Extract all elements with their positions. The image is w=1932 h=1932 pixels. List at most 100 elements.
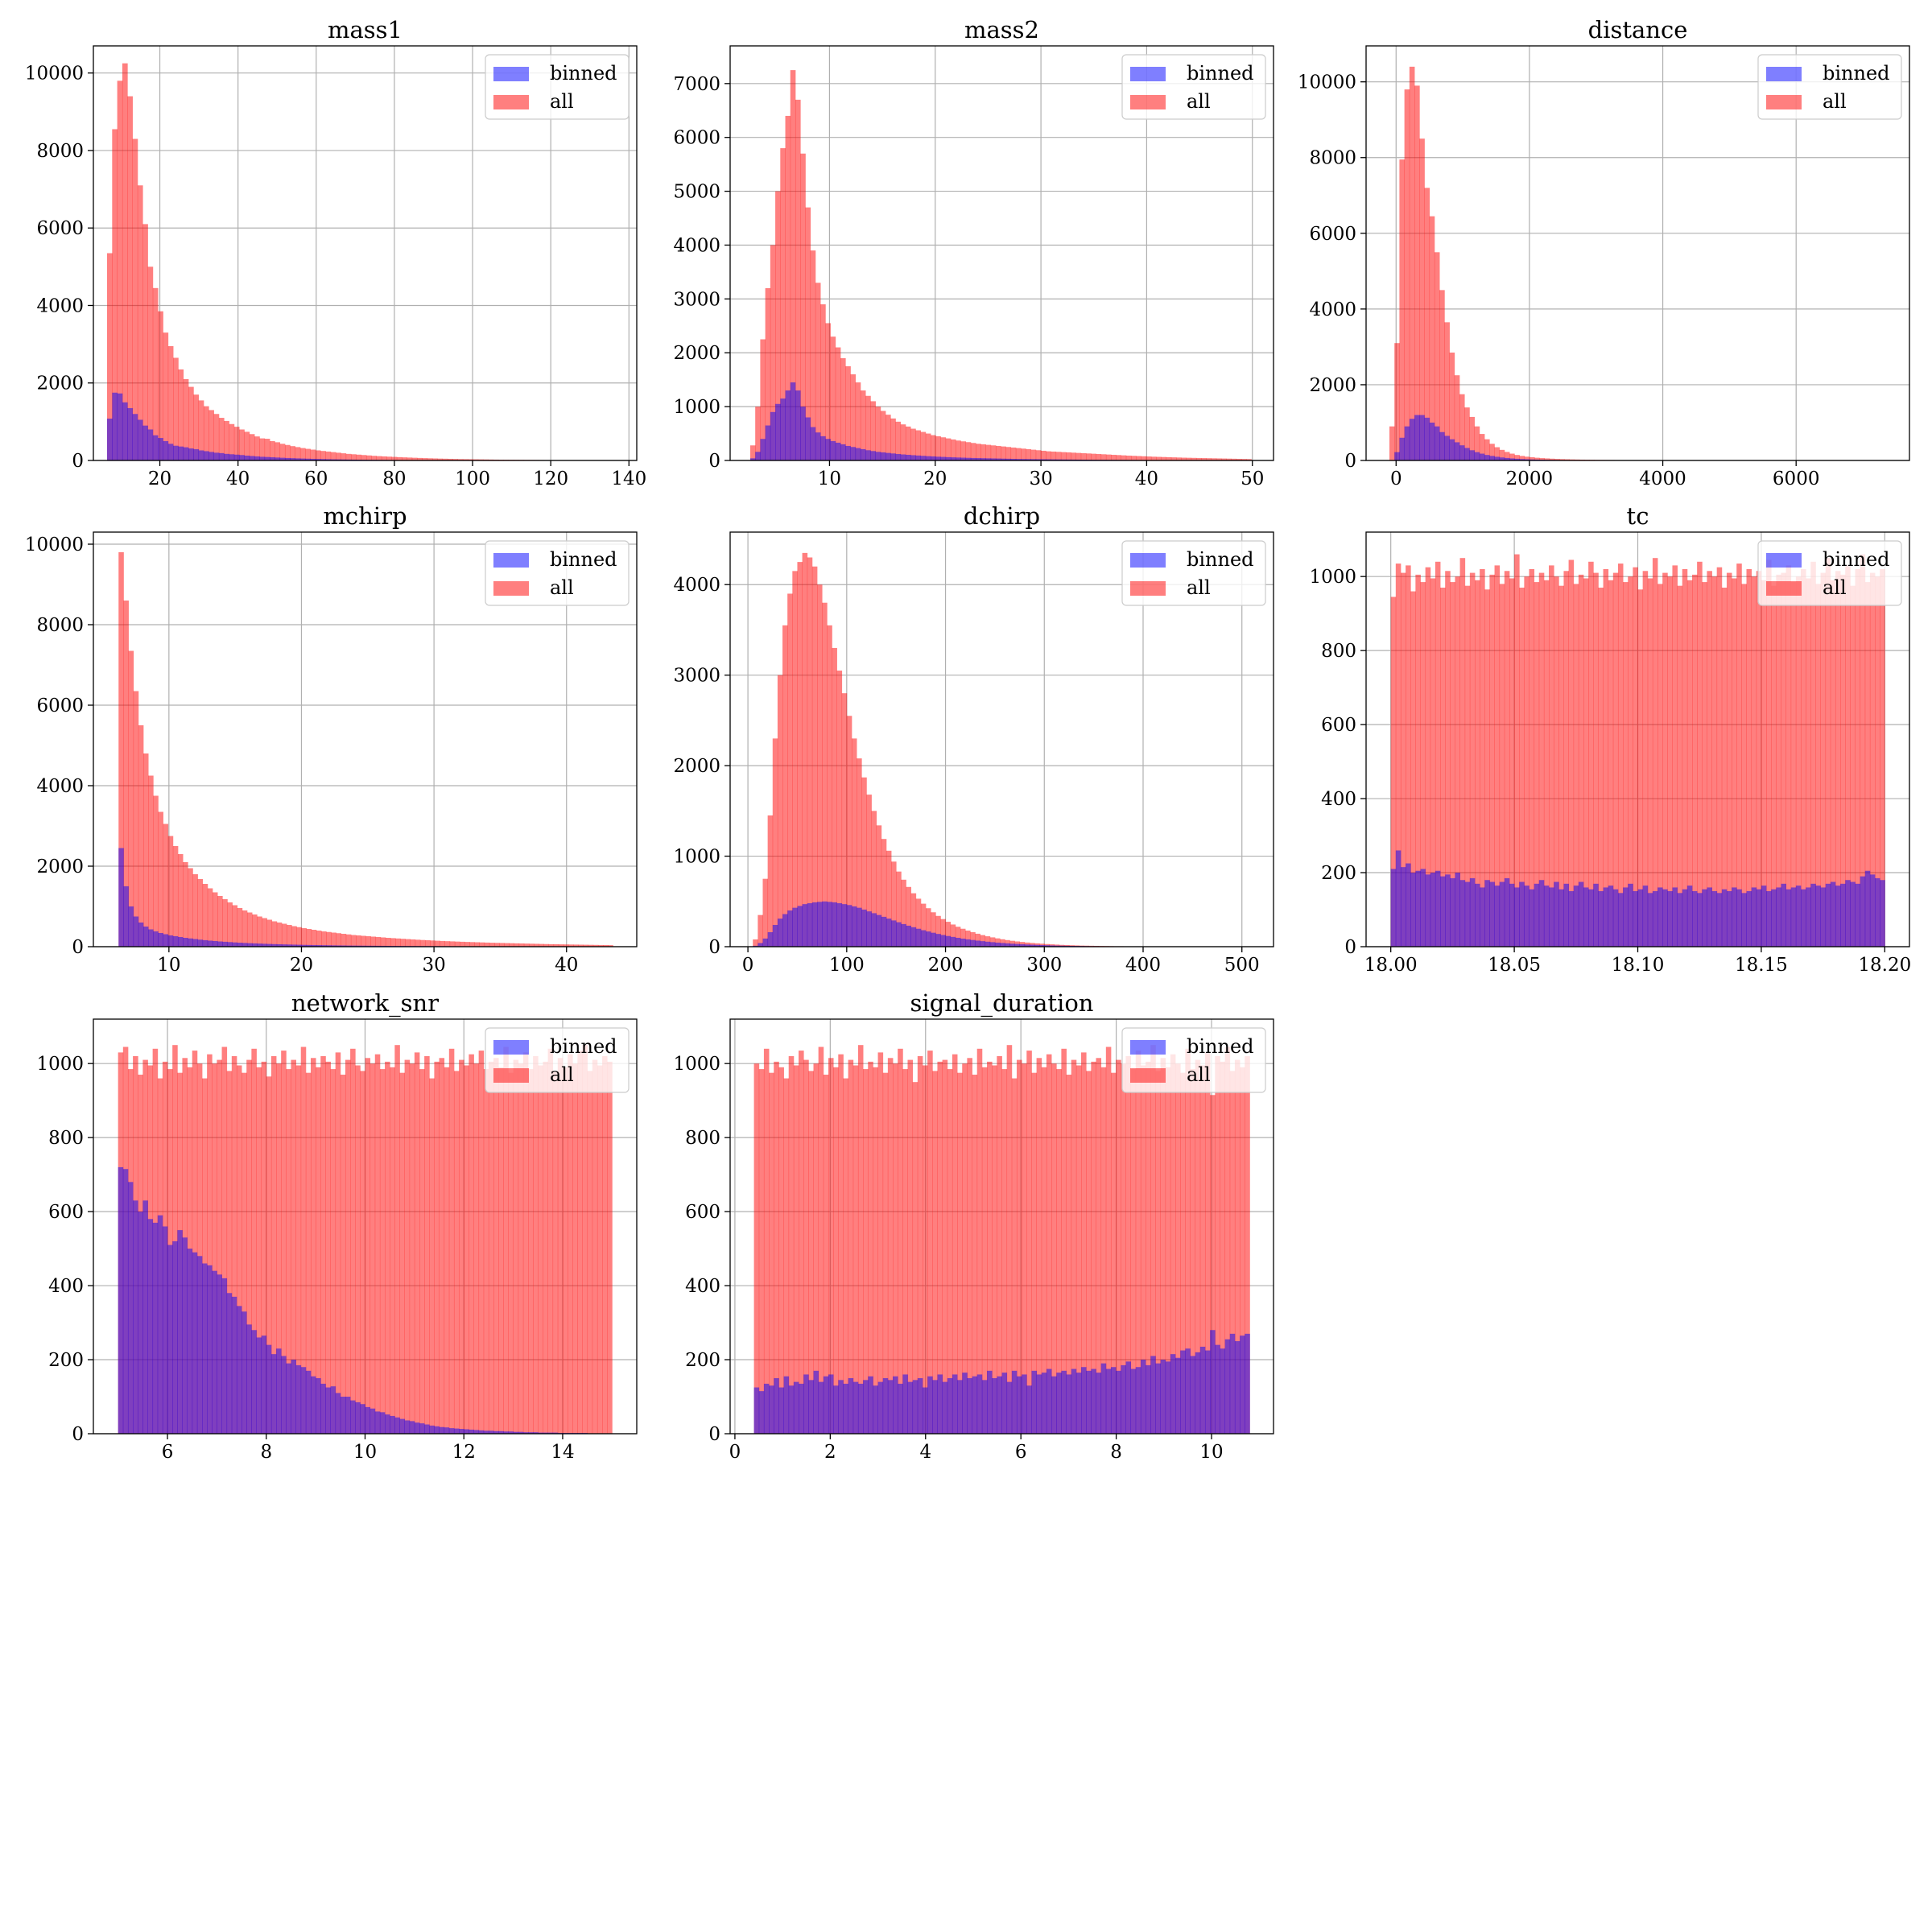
histogram-bar-binned: [1170, 1354, 1176, 1434]
histogram-bar-binned: [1039, 944, 1045, 947]
histogram-bar-all: [259, 438, 266, 460]
histogram-bar-binned: [1011, 1370, 1018, 1434]
histogram-bar-all: [950, 439, 956, 460]
histogram-bar-binned: [290, 458, 295, 460]
histogram-bar-binned: [138, 923, 144, 947]
histogram-bar-binned: [940, 935, 946, 947]
histogram-bar-all: [548, 943, 555, 947]
histogram-bar-all: [1771, 585, 1777, 947]
x-tick-label: 100: [829, 955, 865, 976]
y-tick-label: 7000: [673, 74, 720, 95]
histogram-bar-binned: [1519, 459, 1525, 460]
histogram-bar-all: [1240, 1067, 1245, 1434]
histogram-bar-all: [852, 1065, 859, 1434]
histogram-bar-binned: [811, 902, 818, 947]
histogram-bar-all: [985, 444, 992, 460]
histogram-bar-all: [1440, 587, 1446, 947]
histogram-bar-binned: [439, 1426, 445, 1434]
histogram-bar-all: [1414, 85, 1420, 460]
histogram-bar-binned: [1146, 1364, 1151, 1434]
histogram-bar-binned: [287, 944, 292, 947]
histogram-bar-binned: [473, 1430, 480, 1434]
histogram-bar-all: [1667, 576, 1673, 947]
legend-swatch-all: [1766, 581, 1802, 596]
histogram-bar-all: [270, 1055, 277, 1434]
histogram-bar-binned: [1040, 459, 1046, 460]
histogram-bar-binned: [980, 941, 986, 947]
histogram-bar-binned: [1475, 883, 1480, 947]
histogram-bar-binned: [926, 931, 931, 947]
histogram-bar-binned: [1652, 891, 1658, 947]
x-tick-label: 0: [729, 1442, 741, 1463]
histogram-bar-all: [845, 365, 851, 460]
histogram-bar-all: [1010, 447, 1017, 460]
histogram-bar-binned: [320, 1383, 326, 1434]
histogram-bar-all: [1199, 1065, 1206, 1434]
histogram-bar-all: [932, 1071, 938, 1434]
histogram-bar-all: [1141, 456, 1147, 460]
histogram-bar-all: [246, 1059, 252, 1434]
histogram-bar-all: [989, 937, 996, 947]
histogram-bar-all: [1206, 458, 1212, 460]
histogram-bar-binned: [910, 927, 917, 947]
histogram-bar-all: [568, 944, 574, 947]
histogram-bar-binned: [266, 1344, 272, 1434]
histogram-bar-all: [1096, 1058, 1102, 1434]
histogram-bar-binned: [217, 941, 223, 947]
histogram-bar-all: [1864, 582, 1871, 947]
histogram-bar-all: [866, 795, 872, 947]
histogram-bar-all: [1100, 1067, 1107, 1434]
histogram-bar-binned: [1484, 455, 1490, 460]
histogram-bar-all: [256, 1067, 262, 1434]
histogram-bar-binned: [985, 458, 992, 460]
x-tick-label: 40: [555, 955, 578, 976]
histogram-bar-binned: [270, 1354, 277, 1434]
histogram-bar-all: [1617, 564, 1624, 947]
histogram-bar-binned: [261, 1335, 267, 1434]
histogram-bar-all: [543, 943, 549, 947]
histogram-bar-all: [1790, 582, 1797, 947]
histogram-bar-binned: [249, 456, 255, 460]
x-tick-label: 50: [1241, 469, 1264, 489]
y-tick-label: 8000: [36, 141, 84, 162]
histogram-bar-binned: [1409, 419, 1415, 460]
histogram-bar-binned: [775, 403, 781, 460]
histogram-bar-binned: [980, 458, 986, 460]
histogram-bar-binned: [1195, 1352, 1201, 1434]
histogram-bar-all: [534, 943, 539, 947]
histogram-bar-binned: [1160, 1360, 1166, 1434]
histogram-bar-all: [1181, 457, 1187, 460]
histogram-bar-binned: [778, 1387, 784, 1434]
histogram-bar-all: [291, 926, 297, 947]
histogram-bar-all: [371, 456, 377, 460]
panel-title: mass2: [964, 16, 1039, 43]
histogram-bar-all: [778, 1067, 784, 1434]
series-all: [106, 63, 616, 460]
histogram-bar-binned: [965, 457, 972, 460]
histogram-bar-all: [583, 944, 589, 947]
histogram-bar-all: [861, 777, 867, 947]
histogram-bar-binned: [860, 448, 866, 460]
histogram-bar-all: [208, 410, 214, 460]
histogram-bar-all: [1404, 89, 1410, 460]
y-tick-label: 0: [708, 1424, 720, 1445]
histogram-bar-all: [281, 923, 287, 947]
histogram-bar-all: [1480, 568, 1485, 947]
histogram-bar-all: [417, 457, 423, 460]
histogram-bar-all: [242, 1072, 247, 1434]
histogram-bar-binned: [947, 1378, 953, 1434]
histogram-bar-all: [1450, 582, 1455, 947]
histogram-bar-all: [1588, 561, 1594, 947]
y-tick-label: 2000: [36, 857, 84, 877]
histogram-bar-binned: [932, 1380, 938, 1434]
histogram-bar-binned: [942, 1381, 948, 1434]
histogram-bar-all: [1081, 1052, 1087, 1434]
histogram-bar-binned: [172, 936, 179, 947]
histogram-bar-binned: [1835, 886, 1841, 947]
histogram-bar-binned: [444, 1427, 450, 1434]
histogram-bar-all: [1455, 576, 1460, 947]
series-all: [1389, 66, 1890, 460]
histogram-bar-binned: [1415, 870, 1421, 947]
histogram-bar-all: [133, 691, 139, 947]
histogram-bar-binned: [183, 938, 188, 947]
